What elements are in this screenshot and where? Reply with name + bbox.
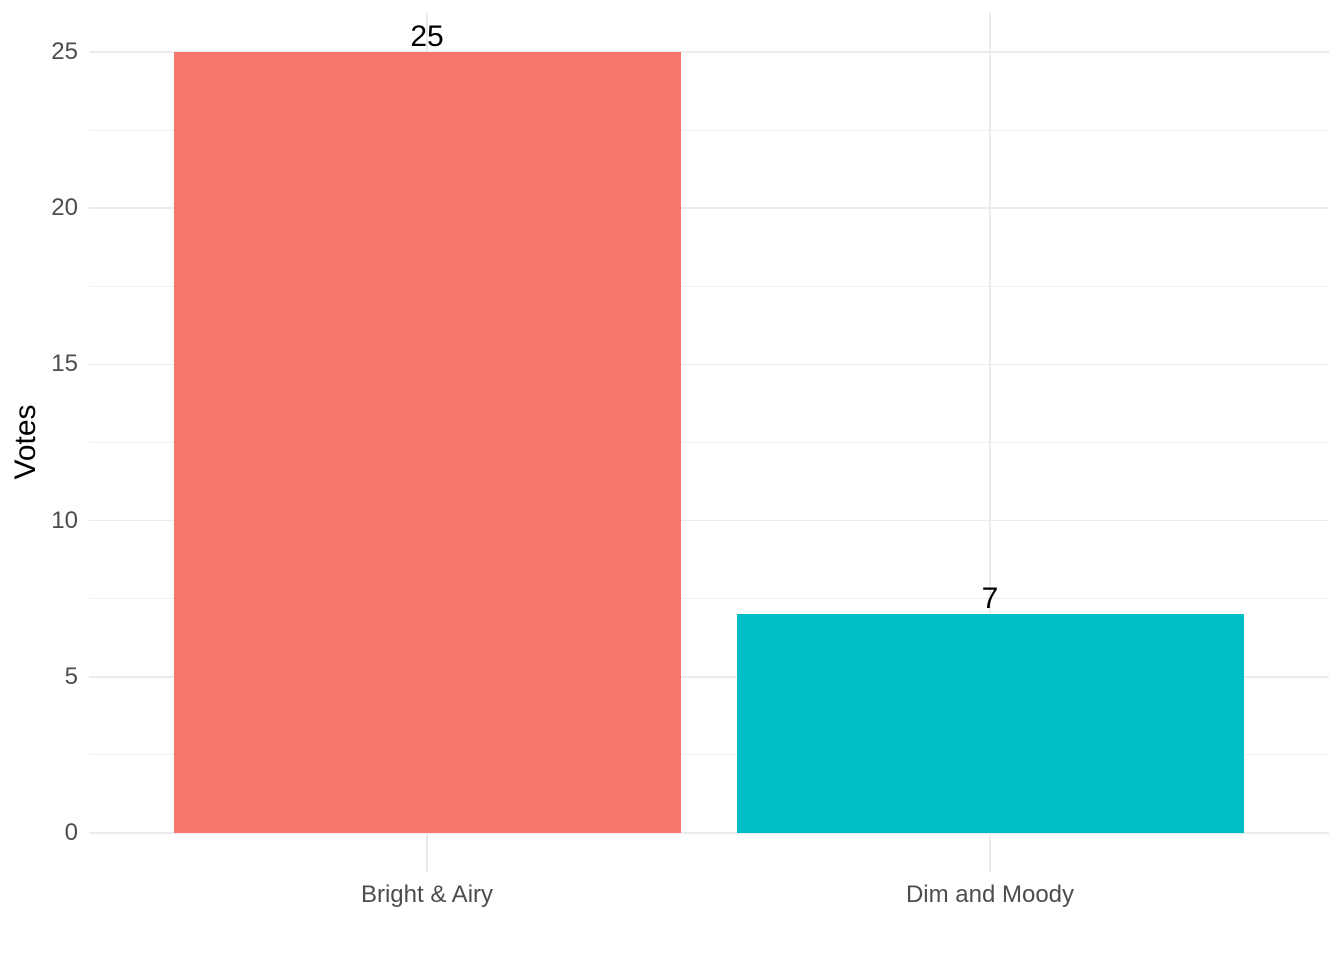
y-tick-label: 20 [51,194,78,222]
bar-value-label: 7 [981,582,999,616]
y-axis-title: Votes [9,404,42,480]
y-major-gridline [89,51,1329,53]
bar-value-label: 25 [410,20,444,53]
y-minor-gridline [89,598,1329,600]
y-tick-label: 25 [51,38,78,65]
y-minor-gridline [89,754,1329,756]
y-tick-label: 0 [64,819,78,846]
y-tick-label: 5 [64,662,78,690]
x-tick-label: Bright & Airy [360,881,494,908]
bar-dim-and-moody [736,614,1244,833]
y-minor-gridline [89,129,1329,131]
bar-bright-airy [173,52,681,833]
y-major-gridline [89,363,1329,366]
y-tick-label: 15 [51,350,78,378]
x-major-gridline [989,13,991,872]
y-minor-gridline [89,442,1329,443]
y-minor-gridline [89,285,1329,287]
y-major-gridline [89,519,1329,522]
y-tick-label: 10 [51,506,78,534]
y-major-gridline [89,676,1329,678]
y-major-gridline [89,207,1329,209]
y-major-gridline [89,832,1329,834]
x-tick-label: Dim and Moody [905,881,1075,908]
